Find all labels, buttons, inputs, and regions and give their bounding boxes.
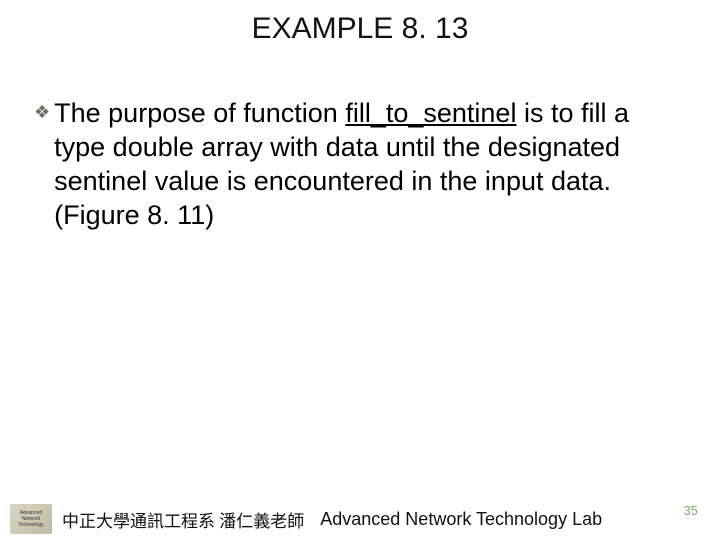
bullet-text-underlined: fill_to_sentinel bbox=[345, 98, 516, 128]
slide-body: ❖ The purpose of function fill_to_sentin… bbox=[34, 96, 686, 232]
slide-title: EXAMPLE 8. 13 bbox=[0, 12, 720, 46]
diamond-bullet-icon: ❖ bbox=[34, 103, 50, 121]
bullet-item: ❖ The purpose of function fill_to_sentin… bbox=[34, 96, 686, 232]
footer-logo-line: Technology bbox=[18, 522, 43, 528]
footer-text-cn: 中正大學通訊工程系 潘仁義老師 bbox=[62, 507, 304, 532]
bullet-text: The purpose of function fill_to_sentinel… bbox=[54, 96, 686, 232]
page-number: 35 bbox=[684, 503, 698, 518]
footer-logo: Advanced Network Technology bbox=[10, 504, 52, 534]
slide: EXAMPLE 8. 13 ❖ The purpose of function … bbox=[0, 0, 720, 540]
bullet-text-pre: The purpose of function bbox=[54, 98, 345, 128]
footer-text-en: Advanced Network Technology Lab bbox=[320, 509, 602, 530]
footer: Advanced Network Technology 中正大學通訊工程系 潘仁… bbox=[0, 498, 720, 540]
